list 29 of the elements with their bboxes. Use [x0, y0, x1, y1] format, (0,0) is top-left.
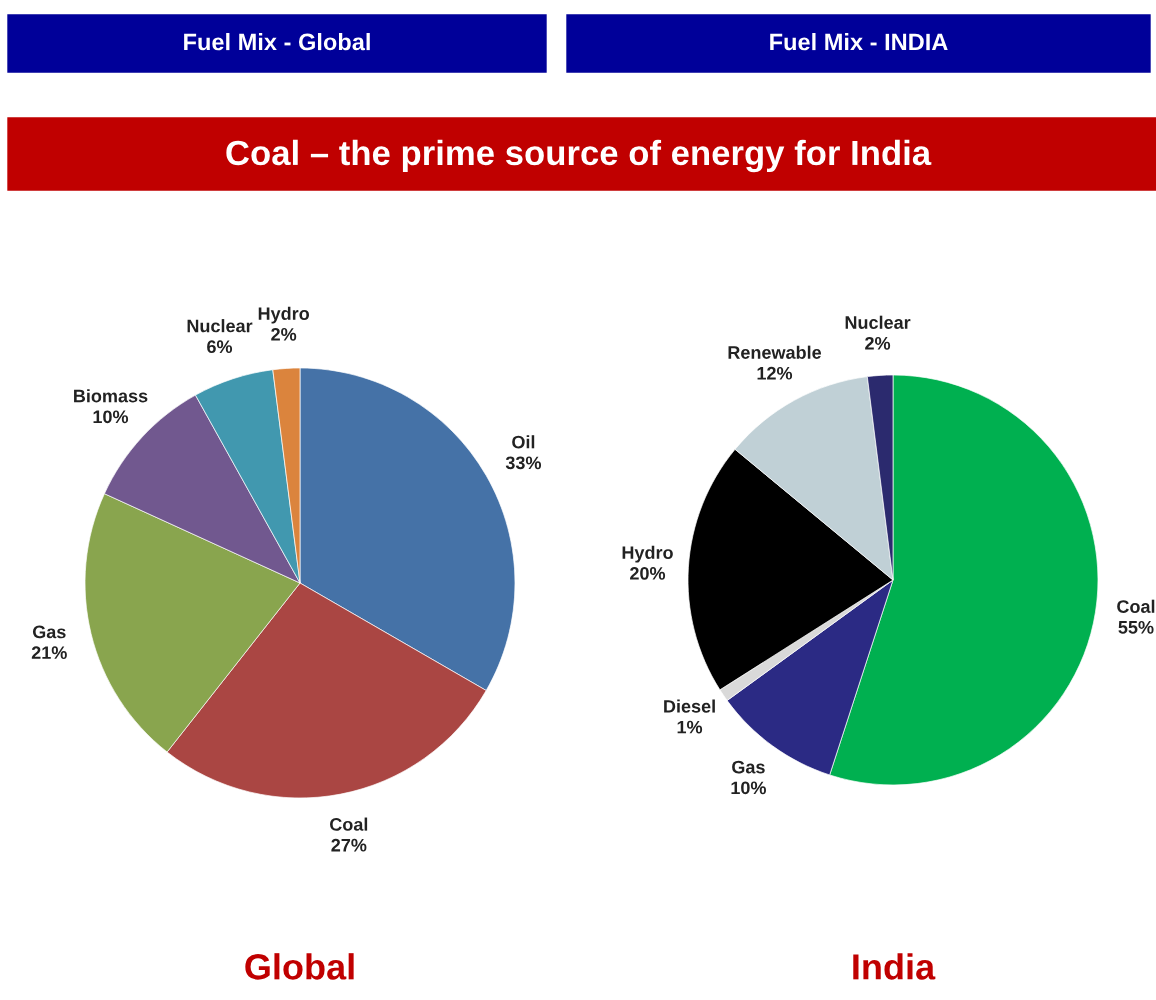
- data-label: 10%: [93, 410, 129, 424]
- data-label: 12%: [757, 366, 793, 380]
- slice-label: Diesel: [664, 699, 715, 713]
- slice-label: Biomass: [74, 389, 148, 403]
- data-label: 55%: [1118, 620, 1154, 634]
- slice-label: Nuclear: [845, 315, 911, 329]
- text: Global: [245, 953, 354, 980]
- slice-label: Hydro: [258, 306, 310, 324]
- slice-label: Coal: [330, 817, 368, 831]
- data-label: 1%: [677, 720, 703, 734]
- data-label: 6%: [207, 340, 233, 354]
- text: India: [853, 953, 936, 980]
- slice-label: Renewable: [728, 345, 822, 359]
- data-label: 2%: [865, 336, 891, 350]
- slice-label: Nuclear: [187, 319, 253, 333]
- slice-label: Gas: [732, 760, 765, 774]
- text: Coal – the prime source of energy for India: [226, 139, 932, 173]
- slice-label: Oil: [512, 435, 535, 449]
- data-label: 20%: [630, 566, 666, 580]
- chart-title: Fuel Mix - Global: [184, 33, 370, 51]
- slice-label: Gas: [32, 625, 66, 639]
- data-label: 27%: [331, 838, 367, 852]
- chart-title: Fuel Mix - INDIA: [770, 33, 948, 51]
- data-label: 10%: [731, 781, 766, 795]
- data-label: 33%: [505, 456, 542, 470]
- data-label: 21%: [31, 646, 67, 660]
- data-label: 2%: [271, 327, 297, 341]
- slice-label: Coal: [1117, 599, 1155, 613]
- slice-label: Hydro: [622, 545, 673, 563]
